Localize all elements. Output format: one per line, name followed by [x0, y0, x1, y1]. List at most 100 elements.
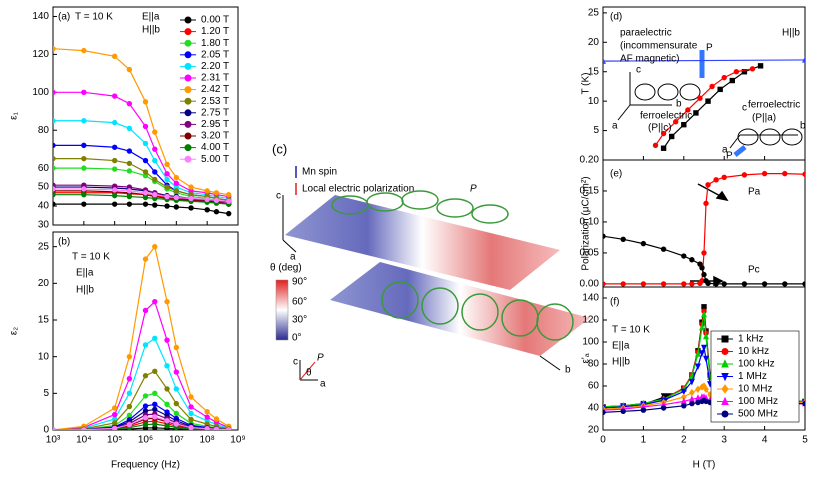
marker: [213, 190, 220, 196]
marker: [188, 184, 194, 190]
legend-label: 100 kHz: [738, 359, 775, 370]
annotation: (a): [58, 12, 70, 23]
p-label: P: [470, 184, 477, 195]
marker: [53, 165, 56, 171]
marker: [729, 77, 735, 84]
marker: [701, 271, 707, 278]
y-tick-label: 10: [588, 96, 600, 107]
marker: [53, 118, 56, 124]
spin-circles: [331, 190, 574, 341]
legend-marker: [721, 359, 729, 368]
marker: [749, 66, 756, 72]
legend-marker: [184, 51, 192, 59]
series-group: [603, 170, 805, 287]
legend-marker: [184, 155, 192, 163]
marker: [693, 110, 699, 116]
marker: [188, 205, 194, 211]
marker: [681, 253, 687, 259]
y-tick-label: 0: [43, 425, 49, 436]
annotation: c: [742, 103, 747, 114]
marker: [152, 401, 158, 408]
marker: [142, 393, 149, 399]
marker: [53, 186, 56, 192]
legend-label: 1 MHz: [738, 371, 767, 382]
marker: [681, 281, 687, 287]
marker: [640, 407, 647, 413]
marker: [152, 176, 158, 183]
marker: [152, 157, 158, 164]
marker: [660, 246, 667, 252]
marker: [111, 187, 118, 193]
x-axis-label: Frequency (Hz): [111, 460, 180, 471]
annotation: P: [706, 43, 713, 54]
legend-marker: [721, 384, 729, 394]
marker: [142, 140, 149, 147]
marker: [111, 53, 118, 59]
marker: [142, 415, 149, 421]
y-tick-label: 30: [38, 220, 50, 231]
panel-label: (c): [272, 141, 287, 156]
x-tick-label: 10⁸: [199, 435, 214, 446]
marker: [226, 191, 232, 198]
y-tick-label: 100: [32, 87, 49, 98]
marker: [213, 209, 220, 215]
legend-label: 0.00 T: [201, 15, 229, 26]
series-line: [603, 59, 805, 62]
legend-label: 4.00 T: [201, 142, 229, 153]
marker: [705, 98, 711, 104]
marker: [757, 63, 764, 69]
marker: [81, 201, 87, 207]
x-tick-label: 0: [600, 435, 606, 446]
annotation: H||b: [782, 28, 800, 39]
marker: [680, 397, 687, 405]
marker: [689, 388, 695, 397]
marker: [697, 95, 703, 101]
annotation: E||a: [612, 341, 630, 352]
marker: [173, 194, 180, 201]
legend-marker: [184, 144, 192, 152]
colorbar-tick: 30°: [292, 315, 307, 326]
marker: [81, 186, 87, 192]
marker: [705, 182, 711, 188]
marker: [111, 157, 118, 164]
marker: [681, 121, 687, 128]
marker: [173, 386, 180, 392]
marker: [142, 373, 149, 379]
marker: [713, 177, 719, 183]
annotation: H||b: [142, 25, 160, 36]
y-tick-label: 60: [588, 381, 600, 392]
marker: [53, 155, 56, 162]
colorbar: [275, 279, 289, 341]
marker: [620, 236, 626, 242]
legend-label: 2.05 T: [201, 49, 229, 60]
marker: [204, 207, 210, 213]
marker: [701, 310, 707, 318]
marker: [81, 47, 87, 54]
marker: [213, 197, 220, 204]
y-tick-label: 120: [32, 49, 49, 60]
marker: [81, 89, 87, 96]
marker: [164, 184, 170, 190]
y-tick-label: 40: [38, 201, 50, 212]
legend-marker: [184, 120, 192, 128]
plot-frame: [602, 286, 806, 431]
chart-panel: 0.00 0.05 0.10 0.15 0.20 Polarization (μC/cm²…: [580, 155, 806, 290]
annotation: T = 10 K: [612, 325, 650, 336]
marker: [111, 405, 118, 411]
marker: [53, 191, 56, 198]
marker: [152, 421, 158, 427]
marker: [53, 182, 56, 188]
y-tick-label: 0.10: [580, 217, 600, 228]
legend-text: Mn spin: [302, 167, 337, 178]
marker: [81, 118, 87, 124]
marker: [53, 427, 56, 430]
marker: [164, 337, 170, 343]
series-group: [53, 46, 232, 217]
marker: [126, 353, 133, 360]
annotation: (d): [610, 12, 622, 23]
marker: [164, 401, 170, 408]
marker: [164, 418, 170, 424]
